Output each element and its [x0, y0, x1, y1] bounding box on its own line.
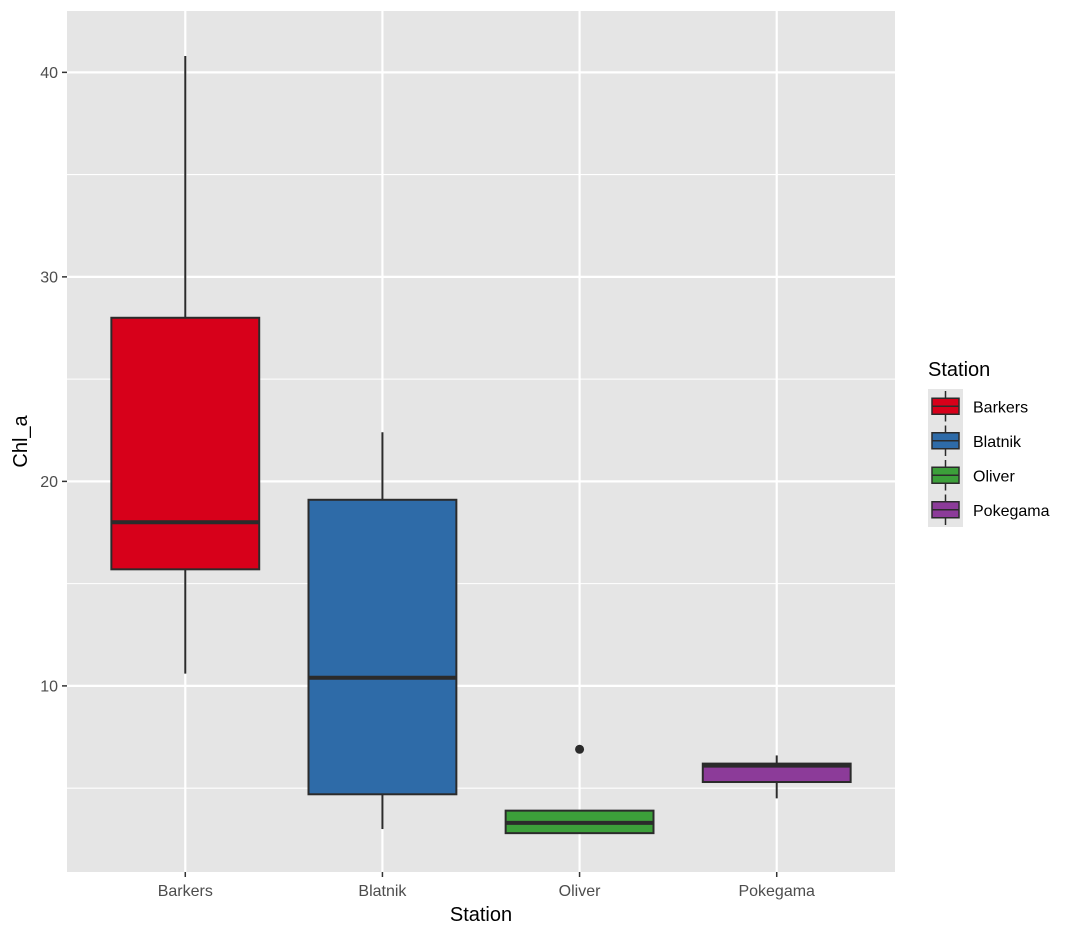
box-series: [110, 55, 852, 835]
legend-title: Station: [928, 359, 990, 381]
box-blatnik: [307, 432, 458, 830]
legend: Station Barkers Blatnik Oliver Pokegama: [928, 359, 1050, 527]
x-tick-label: Blatnik: [358, 883, 407, 900]
y-axis-title: Chl_a: [10, 415, 32, 468]
box-iqr: [307, 498, 458, 796]
box-iqr: [110, 316, 261, 571]
legend-label: Barkers: [973, 399, 1028, 416]
x-tick-label: Barkers: [158, 883, 213, 900]
y-tick-label: 40: [40, 65, 58, 82]
x-tick-label: Oliver: [559, 883, 601, 900]
x-axis-title: Station: [450, 904, 512, 926]
legend-item-blatnik: Blatnik: [931, 425, 1022, 456]
y-tick-label: 10: [40, 678, 58, 695]
y-tick-label: 30: [40, 269, 58, 286]
y-tick-label: 20: [40, 474, 58, 491]
box-pokegama: [701, 755, 852, 799]
x-axis: Barkers Blatnik Oliver Pokegama: [158, 872, 815, 900]
box-iqr: [701, 762, 852, 784]
legend-item-pokegama: Pokegama: [931, 494, 1050, 525]
box-oliver: [504, 744, 655, 835]
legend-item-oliver: Oliver: [931, 460, 1015, 491]
x-tick-label: Pokegama: [738, 883, 815, 900]
legend-label: Blatnik: [973, 434, 1022, 451]
legend-label: Oliver: [973, 468, 1015, 485]
outlier-point: [575, 744, 585, 754]
legend-item-barkers: Barkers: [931, 391, 1028, 422]
box-barkers: [110, 55, 261, 674]
y-axis: 10 20 30 40: [40, 65, 67, 695]
legend-label: Pokegama: [973, 503, 1050, 520]
